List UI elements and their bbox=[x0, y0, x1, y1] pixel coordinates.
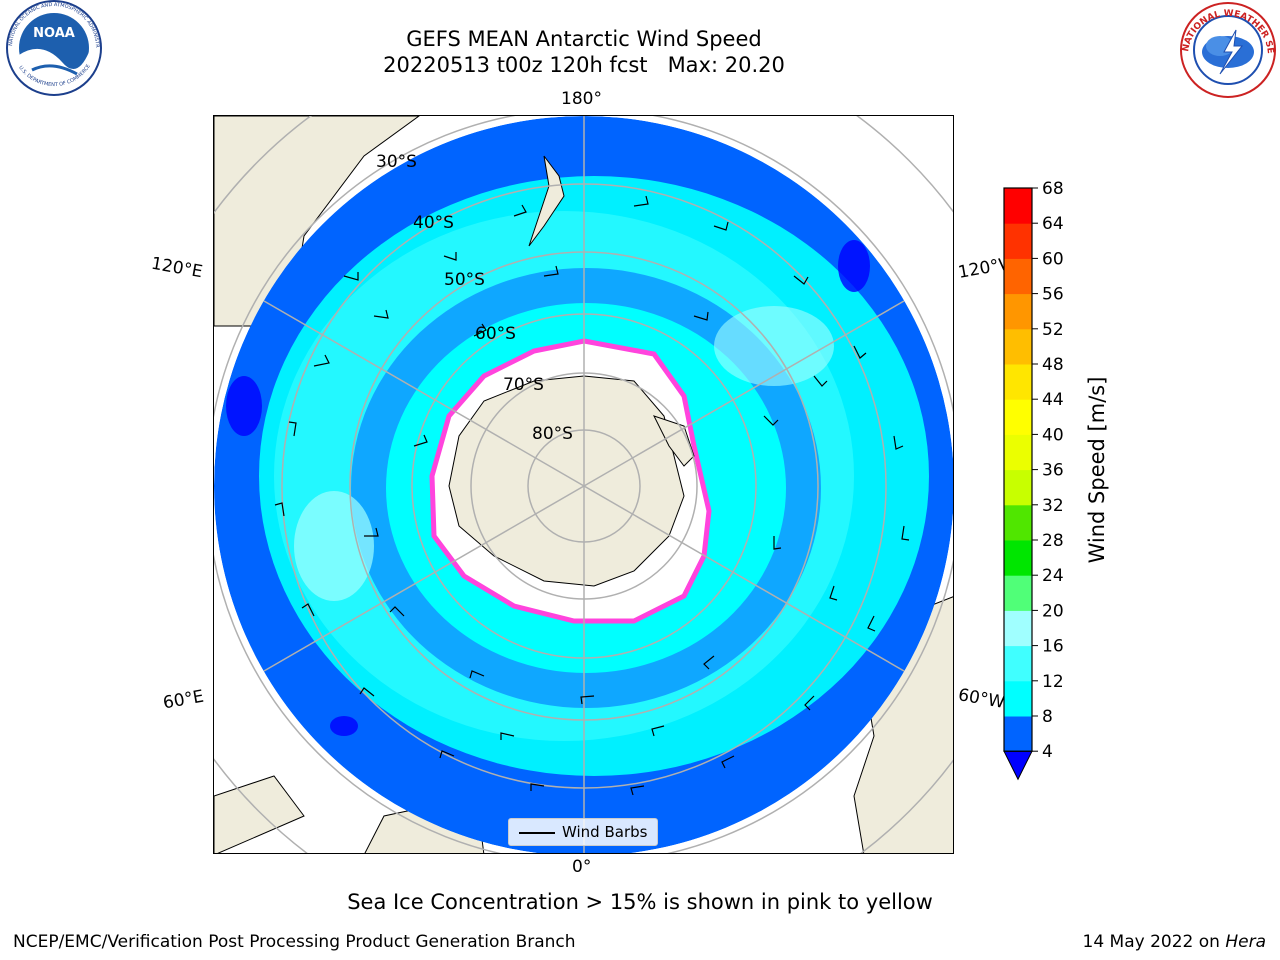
colorbar-segment bbox=[1004, 575, 1032, 611]
chart-title: GEFS MEAN Antarctic Wind Speed bbox=[406, 27, 762, 51]
footer-host: Hera bbox=[1225, 932, 1266, 952]
legend-barb-line bbox=[519, 832, 555, 834]
caption: Sea Ice Concentration > 15% is shown in … bbox=[347, 890, 933, 914]
colorbar-segment bbox=[1004, 188, 1032, 224]
wind-barbs bbox=[274, 195, 910, 796]
polar-map bbox=[214, 116, 953, 853]
colorbar-segment bbox=[1004, 328, 1032, 365]
lon-label-0: 0° bbox=[572, 857, 592, 877]
lat-label-50s: 50°S bbox=[444, 270, 485, 290]
colorbar-segment bbox=[1004, 434, 1032, 471]
colorbar-segment bbox=[1004, 364, 1032, 400]
colorbar-tick-label: 56 bbox=[1042, 285, 1064, 305]
colorbar-segment bbox=[1004, 645, 1032, 682]
footer-date: 14 May 2022 on Hera bbox=[1083, 932, 1267, 952]
colorbar-segment bbox=[1004, 258, 1032, 295]
colorbar-tick-label: 16 bbox=[1042, 637, 1064, 657]
noaa-logo: NOAA NATIONAL OCEANIC AND ATMOSPHERIC AD… bbox=[2, 0, 102, 96]
colorbar-segment bbox=[1004, 504, 1032, 541]
colorbar-tick-label: 20 bbox=[1042, 601, 1064, 621]
lon-label-180: 180° bbox=[561, 89, 602, 109]
map-legend: Wind Barbs bbox=[508, 818, 658, 846]
lat-label-30s: 30°S bbox=[376, 152, 417, 172]
lon-label-120e: 120°E bbox=[149, 253, 205, 283]
land-africa bbox=[214, 775, 305, 853]
noaa-logo-text: NOAA bbox=[33, 26, 75, 41]
colorbar-tick-label: 40 bbox=[1042, 425, 1064, 445]
colorbar-under-arrow bbox=[1003, 750, 1033, 781]
colorbar-tick-label: 64 bbox=[1042, 214, 1064, 234]
lat-label-80s: 80°S bbox=[532, 424, 573, 444]
colorbar-tick-label: 44 bbox=[1042, 390, 1064, 410]
lat-label-60s: 60°S bbox=[475, 324, 516, 344]
map-panel bbox=[213, 115, 954, 854]
colorbar-tick-label: 32 bbox=[1042, 496, 1064, 516]
legend-label: Wind Barbs bbox=[562, 823, 648, 841]
lat-label-70s: 70°S bbox=[503, 375, 544, 395]
land-new-zealand bbox=[528, 155, 565, 247]
nws-logo: NATIONAL WEATHER SERVICE bbox=[1176, 0, 1276, 98]
lon-label-60e: 60°E bbox=[161, 686, 206, 714]
colorbar-tick-label: 4 bbox=[1042, 742, 1053, 762]
colorbar-segment bbox=[1004, 399, 1032, 435]
colorbar-tick-label: 68 bbox=[1042, 180, 1064, 199]
colorbar-tick-label: 28 bbox=[1042, 531, 1064, 551]
colorbar-segment bbox=[1004, 680, 1032, 717]
chart-subtitle: 20220513 t00z 120h fcst Max: 20.20 bbox=[383, 53, 785, 77]
colorbar-segment bbox=[1004, 716, 1032, 752]
colorbar-tick-label: 52 bbox=[1042, 320, 1064, 340]
colorbar-tick-label: 8 bbox=[1042, 707, 1053, 727]
colorbar-tick-label: 12 bbox=[1042, 672, 1064, 692]
footer-credit: NCEP/EMC/Verification Post Processing Pr… bbox=[13, 932, 576, 952]
colorbar-tick-label: 24 bbox=[1042, 566, 1064, 586]
colorbar-tick-label: 48 bbox=[1042, 355, 1064, 375]
colorbar-segment bbox=[1004, 610, 1032, 647]
colorbar-tick-label: 60 bbox=[1042, 249, 1064, 269]
graticule bbox=[214, 116, 953, 853]
colorbar-title: Wind Speed [m/s] bbox=[1085, 376, 1109, 564]
colorbar-tick-label: 36 bbox=[1042, 461, 1064, 481]
colorbar-segment bbox=[1004, 223, 1032, 259]
colorbar-segment bbox=[1004, 540, 1032, 576]
colorbar-segment bbox=[1004, 293, 1032, 330]
lat-label-40s: 40°S bbox=[413, 213, 454, 233]
colorbar-segment bbox=[1004, 469, 1032, 506]
footer-date-text: 14 May 2022 on bbox=[1082, 932, 1226, 952]
